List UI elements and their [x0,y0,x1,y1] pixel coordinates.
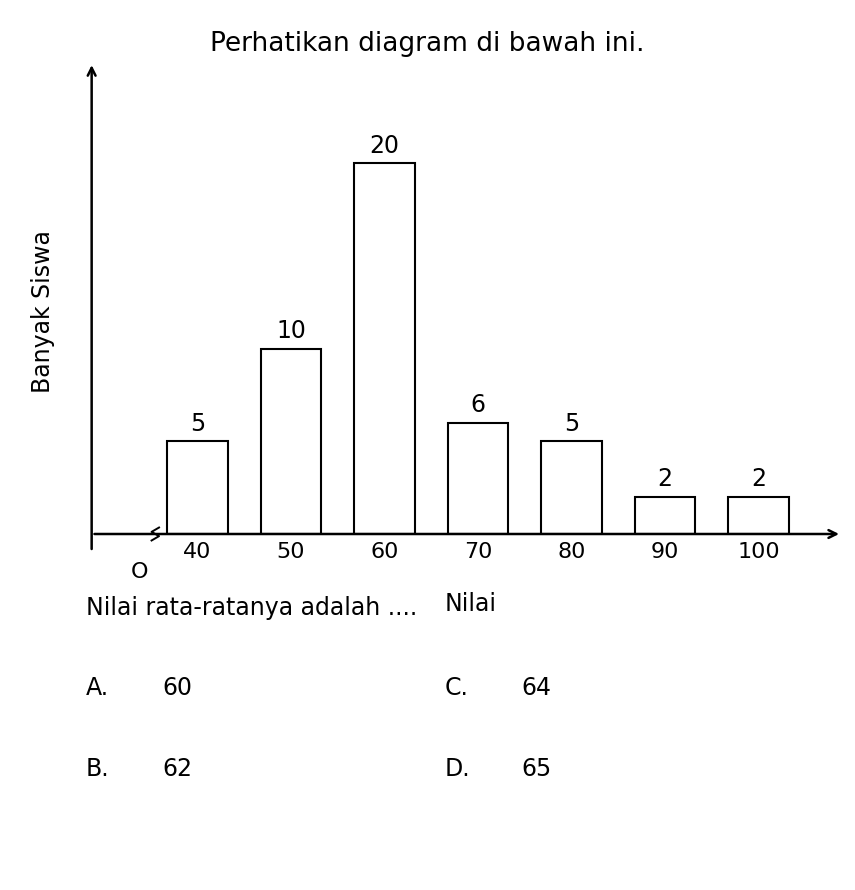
Text: Perhatikan diagram di bawah ini.: Perhatikan diagram di bawah ini. [210,31,645,57]
Bar [634,497,695,534]
Text: A.: A. [86,676,109,700]
Bar [354,163,415,534]
Bar [261,349,321,534]
Bar [167,441,227,534]
Text: Nilai rata-ratanya adalah ....: Nilai rata-ratanya adalah .... [86,596,416,620]
Text: Nilai: Nilai [445,592,496,616]
Text: Banyak Siswa: Banyak Siswa [31,230,55,393]
Text: 60: 60 [162,676,192,700]
Bar [728,497,789,534]
Text: 65: 65 [522,756,551,781]
Text: 62: 62 [162,756,192,781]
Text: C.: C. [445,676,469,700]
Bar [447,423,509,534]
Text: 64: 64 [522,676,551,700]
Text: 5: 5 [190,412,205,436]
Text: 2: 2 [751,467,766,491]
Bar [541,441,602,534]
Text: 2: 2 [657,467,673,491]
Text: 10: 10 [276,319,306,343]
Text: D.: D. [445,756,470,781]
Text: 5: 5 [563,412,579,436]
Text: B.: B. [86,756,109,781]
Text: 20: 20 [369,134,399,158]
Text: 6: 6 [470,393,486,417]
Text: O: O [131,562,148,582]
